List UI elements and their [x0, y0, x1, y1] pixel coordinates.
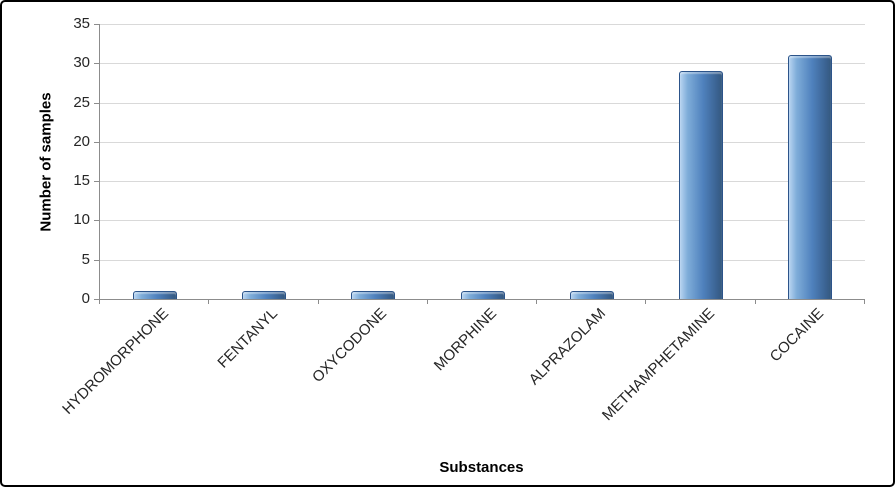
- y-tick-mark: [94, 141, 99, 143]
- bar: [133, 291, 177, 299]
- y-tick-mark: [94, 220, 99, 222]
- x-tick-mark: [645, 299, 646, 304]
- y-tick-label: 30: [73, 54, 90, 72]
- x-tick-mark: [755, 299, 756, 304]
- y-tick-label: 5: [81, 250, 90, 268]
- gridline: [100, 24, 865, 25]
- bar: [461, 291, 505, 299]
- x-tick-mark: [208, 299, 209, 304]
- x-tick-mark: [864, 299, 865, 304]
- y-tick-mark: [94, 102, 99, 104]
- gridline: [100, 181, 865, 183]
- bar: [570, 291, 614, 299]
- y-tick-label: 0: [81, 290, 90, 307]
- gridline: [100, 63, 865, 65]
- y-tick-label: 15: [73, 172, 90, 190]
- x-axis-title: Substances: [439, 459, 524, 476]
- y-tick-mark: [94, 181, 99, 183]
- y-tick-label: 35: [73, 15, 90, 32]
- y-tick-mark: [94, 63, 99, 65]
- gridline: [100, 141, 865, 143]
- bar: [679, 71, 723, 299]
- x-tick-mark: [536, 299, 537, 304]
- x-tick-mark: [427, 299, 428, 304]
- plot-area: [99, 24, 865, 300]
- x-tick-mark: [318, 299, 319, 304]
- y-tick-mark: [94, 259, 99, 261]
- bar: [351, 291, 395, 299]
- y-tick-mark: [94, 299, 99, 300]
- x-tick-mark: [99, 299, 100, 304]
- gridline: [100, 102, 865, 104]
- y-tick-label: 25: [73, 93, 90, 111]
- bar: [788, 55, 832, 299]
- y-tick-mark: [94, 24, 99, 25]
- y-tick-label: 20: [73, 132, 90, 150]
- gridline: [100, 259, 865, 261]
- bar: [242, 291, 286, 299]
- gridline: [100, 220, 865, 222]
- y-tick-label: 10: [73, 211, 90, 229]
